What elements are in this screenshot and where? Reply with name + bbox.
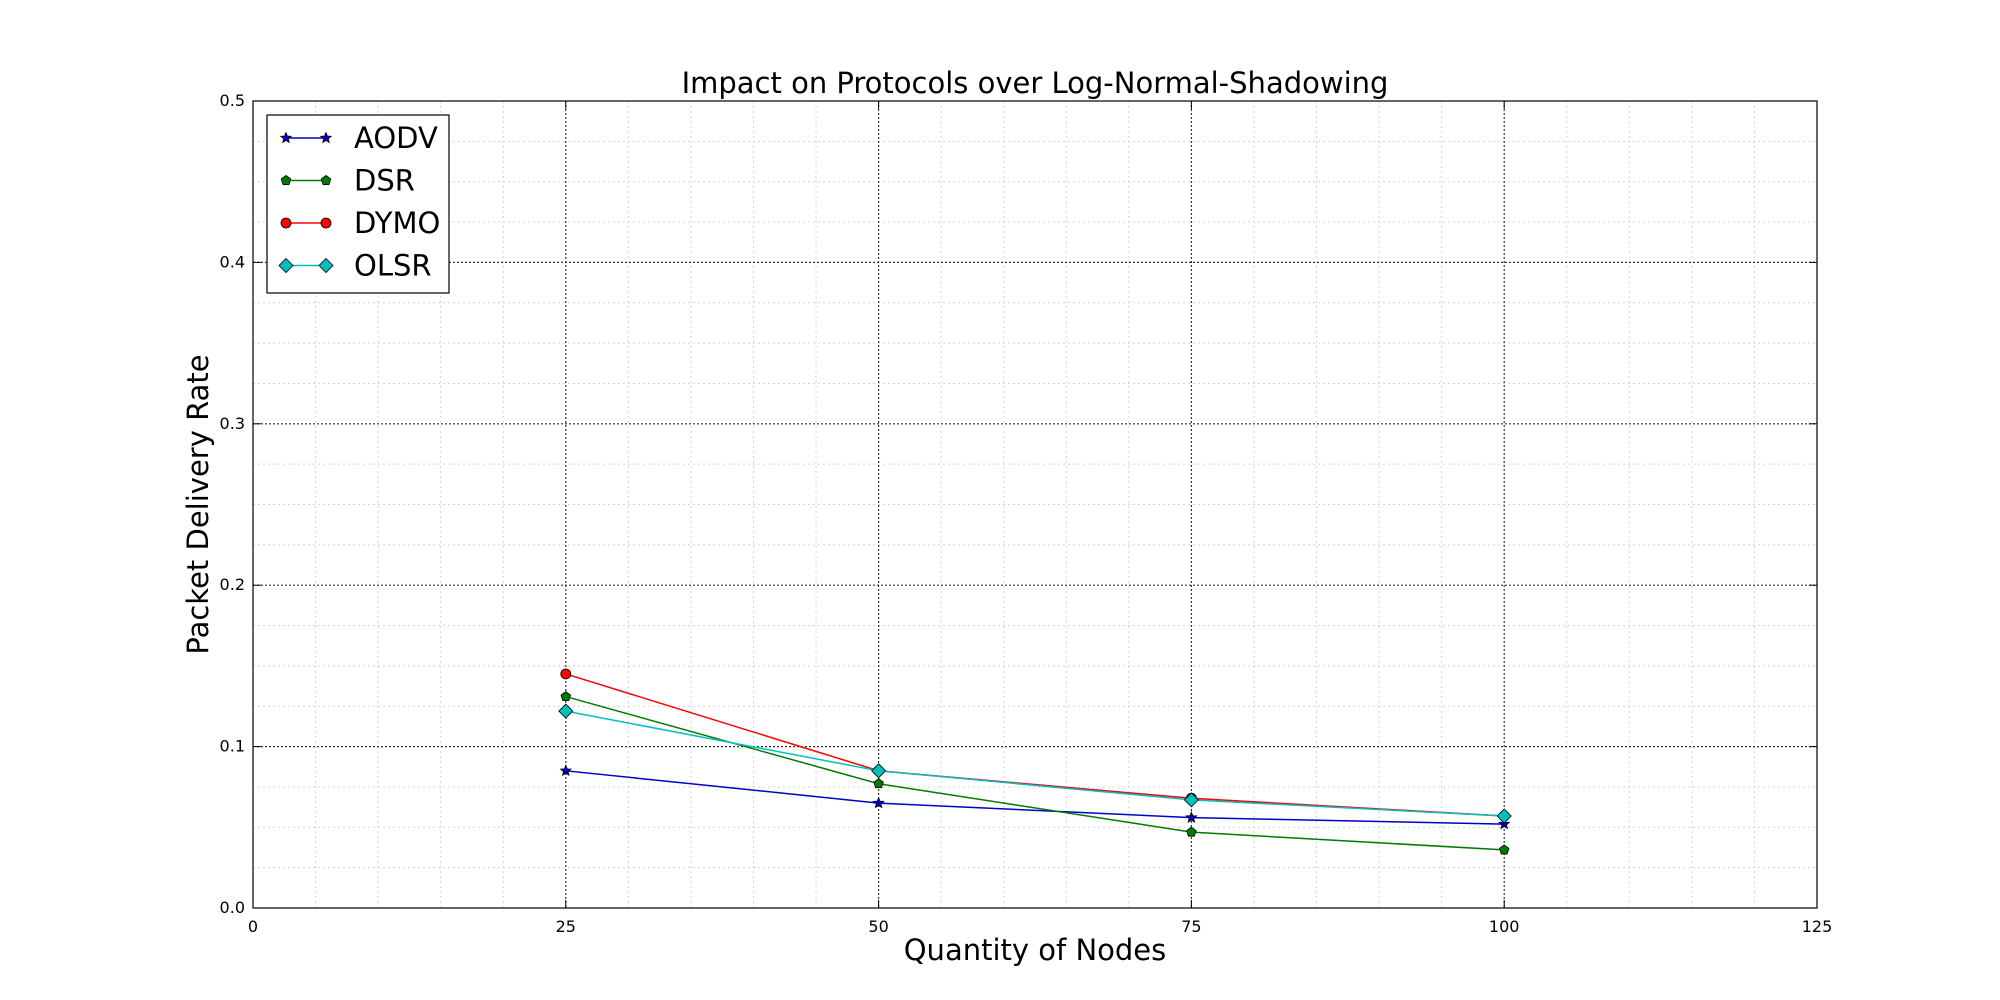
chart-title: Impact on Protocols over Log-Normal-Shad… <box>682 66 1389 100</box>
y-tick-label: 0.2 <box>220 575 245 594</box>
data-point-dsr <box>1186 826 1197 837</box>
series-line-olsr <box>565 710 1505 817</box>
data-point-olsr <box>1496 808 1512 824</box>
y-axis-label: Packet Delivery Rate <box>181 354 215 654</box>
legend-marker-olsr <box>318 257 334 274</box>
x-tick-label: 75 <box>1181 917 1201 936</box>
legend-label-dymo: DYMO <box>354 206 440 240</box>
y-tick-label: 0.1 <box>220 737 245 756</box>
legend: AODV DSR DYMO OLSR <box>266 114 450 294</box>
x-tick-label: 100 <box>1489 917 1520 936</box>
series-olsr <box>558 703 1512 824</box>
data-point-aodv <box>1185 811 1198 823</box>
data-point-olsr <box>1183 792 1199 808</box>
legend-label-olsr: OLSR <box>354 249 432 283</box>
series-dymo <box>560 668 1510 822</box>
x-tick-label: 125 <box>1802 917 1833 936</box>
data-point-aodv <box>872 796 885 809</box>
legend-marker-dsr <box>280 175 292 185</box>
y-tick-label: 0.3 <box>220 414 245 433</box>
axis-ticks <box>252 100 1818 909</box>
legend-label-aodv: AODV <box>354 121 438 155</box>
y-tick-label: 0.5 <box>220 91 245 110</box>
series-line-dymo <box>565 673 1505 817</box>
y-tick-label: 0.4 <box>220 252 245 271</box>
data-point-dsr <box>1498 844 1510 855</box>
legend-marker-olsr <box>278 257 294 274</box>
data-point-dsr <box>560 691 572 702</box>
data-point-olsr <box>871 763 887 779</box>
legend-marker-dsr <box>320 175 332 185</box>
series-dsr <box>560 691 1510 855</box>
y-tick-label: 0.0 <box>220 898 245 917</box>
tick-labels: 0 25 50 75 100 125 0.0 0.1 0.2 0.3 0.4 0.5 <box>220 91 1833 936</box>
x-tick-label: 25 <box>556 917 576 936</box>
series-layer <box>558 668 1512 855</box>
series-aodv <box>559 764 1511 830</box>
x-axis-label: Quantity of Nodes <box>904 933 1167 967</box>
legend-marker-aodv <box>319 131 333 144</box>
legend-marker-aodv <box>279 131 293 144</box>
minor-grid <box>253 101 1817 908</box>
legend-label-dsr: DSR <box>354 164 415 198</box>
legend-marker-dymo <box>280 217 292 229</box>
data-point-dymo <box>560 668 572 680</box>
data-point-olsr <box>558 703 574 719</box>
series-line-dsr <box>565 695 1505 851</box>
data-point-dsr <box>873 778 884 789</box>
data-point-aodv <box>559 764 573 777</box>
legend-box <box>266 114 450 294</box>
x-tick-label: 50 <box>868 917 888 936</box>
legend-marker-dymo <box>320 217 332 229</box>
plot-frame <box>252 100 1818 909</box>
x-tick-label: 0 <box>248 917 258 936</box>
series-line-aodv <box>565 770 1505 825</box>
